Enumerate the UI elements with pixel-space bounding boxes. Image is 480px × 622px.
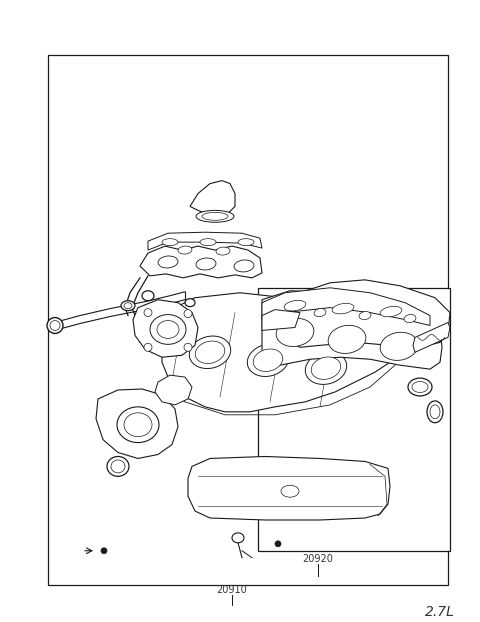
Ellipse shape [196,258,216,270]
Text: 20920: 20920 [302,554,334,564]
Ellipse shape [234,260,254,272]
Ellipse shape [189,336,231,369]
Ellipse shape [195,341,225,363]
Ellipse shape [142,290,154,300]
Ellipse shape [430,405,440,419]
Ellipse shape [47,318,63,333]
Ellipse shape [232,533,244,543]
Polygon shape [262,290,442,369]
Ellipse shape [196,210,234,222]
Polygon shape [140,246,262,278]
Polygon shape [155,375,192,405]
Ellipse shape [111,460,125,473]
Polygon shape [148,232,262,250]
Ellipse shape [276,318,314,346]
Polygon shape [280,280,450,347]
Ellipse shape [144,309,152,317]
Ellipse shape [124,413,152,437]
Ellipse shape [408,378,432,396]
Ellipse shape [121,300,135,310]
Ellipse shape [117,407,159,443]
Ellipse shape [311,357,341,379]
Ellipse shape [178,246,192,254]
Ellipse shape [157,320,179,338]
Ellipse shape [101,548,107,554]
Ellipse shape [380,307,402,317]
Ellipse shape [332,304,354,314]
Ellipse shape [184,343,192,351]
Ellipse shape [380,332,418,360]
Ellipse shape [412,381,428,392]
Ellipse shape [202,212,228,220]
Polygon shape [96,389,178,458]
Ellipse shape [124,303,132,309]
Polygon shape [262,288,430,325]
Ellipse shape [150,315,186,345]
Text: 20910: 20910 [216,585,247,595]
Polygon shape [262,310,300,330]
Polygon shape [162,293,405,412]
Ellipse shape [305,352,347,384]
Ellipse shape [184,310,192,318]
Ellipse shape [284,300,306,311]
Bar [258,288,450,550]
Ellipse shape [158,256,178,268]
Ellipse shape [253,349,283,371]
Ellipse shape [144,343,152,351]
Ellipse shape [247,344,288,376]
Polygon shape [133,300,198,357]
Ellipse shape [314,309,326,317]
Polygon shape [190,180,235,216]
Ellipse shape [359,312,371,320]
Ellipse shape [50,320,60,330]
Polygon shape [413,323,450,352]
Text: 2.7L: 2.7L [425,605,455,620]
Ellipse shape [216,247,230,255]
Ellipse shape [404,315,416,323]
Ellipse shape [427,401,443,423]
Ellipse shape [185,299,195,307]
Ellipse shape [107,457,129,476]
Ellipse shape [200,239,216,246]
Bar [48,55,448,585]
Polygon shape [188,457,390,520]
Ellipse shape [238,239,254,246]
Ellipse shape [275,541,281,547]
Ellipse shape [328,325,366,353]
Ellipse shape [162,239,178,246]
Ellipse shape [281,485,299,497]
